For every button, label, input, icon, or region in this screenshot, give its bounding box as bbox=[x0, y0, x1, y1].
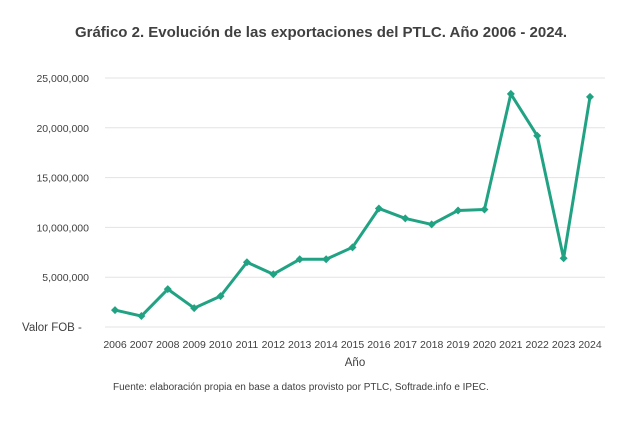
data-point bbox=[269, 270, 278, 279]
y-tick-label: 15,000,000 bbox=[36, 173, 89, 185]
x-tick-label: 2006 bbox=[103, 339, 127, 351]
data-point bbox=[454, 206, 463, 215]
data-point bbox=[401, 214, 410, 223]
data-point bbox=[586, 92, 594, 101]
x-tick-label: 2008 bbox=[156, 339, 180, 351]
data-point bbox=[348, 243, 357, 252]
data-point bbox=[506, 89, 515, 98]
data-point bbox=[427, 220, 436, 229]
data-point bbox=[111, 306, 119, 315]
x-tick-label: 2016 bbox=[367, 339, 391, 351]
x-tick-label: 2011 bbox=[236, 339, 259, 351]
x-tick-label: 2020 bbox=[473, 339, 497, 351]
series-line bbox=[114, 92, 592, 318]
data-point bbox=[137, 312, 146, 321]
source-note: Fuente: elaboración propia en base a dat… bbox=[113, 382, 489, 393]
data-point bbox=[322, 255, 331, 264]
data-point bbox=[242, 258, 251, 267]
x-tick-label: 2019 bbox=[446, 339, 470, 351]
x-tick-label: 2017 bbox=[394, 339, 418, 351]
x-axis-label: Año bbox=[345, 357, 365, 369]
x-tick-label: 2014 bbox=[314, 339, 338, 351]
x-tick-label: 2009 bbox=[182, 339, 206, 351]
x-tick-label: 2022 bbox=[526, 339, 550, 351]
data-point bbox=[480, 205, 489, 214]
chart-title: Gráfico 2. Evolución de las exportacione… bbox=[74, 24, 568, 41]
y-tick-label: 20,000,000 bbox=[36, 123, 89, 135]
y-tick-label: 5,000,000 bbox=[42, 272, 89, 284]
y-tick-label: 25,000,000 bbox=[36, 73, 89, 85]
data-point bbox=[533, 131, 542, 140]
data-point bbox=[295, 255, 304, 264]
x-tick-label: 2015 bbox=[341, 339, 365, 351]
x-tick-label: 2018 bbox=[420, 339, 444, 351]
x-tick-label: 2023 bbox=[552, 339, 576, 351]
y-zero-label: Valor FOB - bbox=[22, 322, 82, 334]
x-tick-label: 2007 bbox=[130, 339, 154, 351]
data-point bbox=[216, 292, 225, 301]
data-point bbox=[559, 254, 568, 263]
x-tick-label: 2024 bbox=[578, 339, 602, 351]
x-tick-label: 2012 bbox=[262, 339, 286, 351]
data-point bbox=[190, 304, 199, 313]
x-tick-label: 2021 bbox=[499, 339, 523, 351]
x-tick-label: 2013 bbox=[288, 339, 312, 351]
x-tick-label: 2010 bbox=[209, 339, 233, 351]
data-point bbox=[374, 204, 383, 213]
y-tick-label: 10,000,000 bbox=[36, 222, 89, 234]
data-point bbox=[163, 285, 172, 294]
